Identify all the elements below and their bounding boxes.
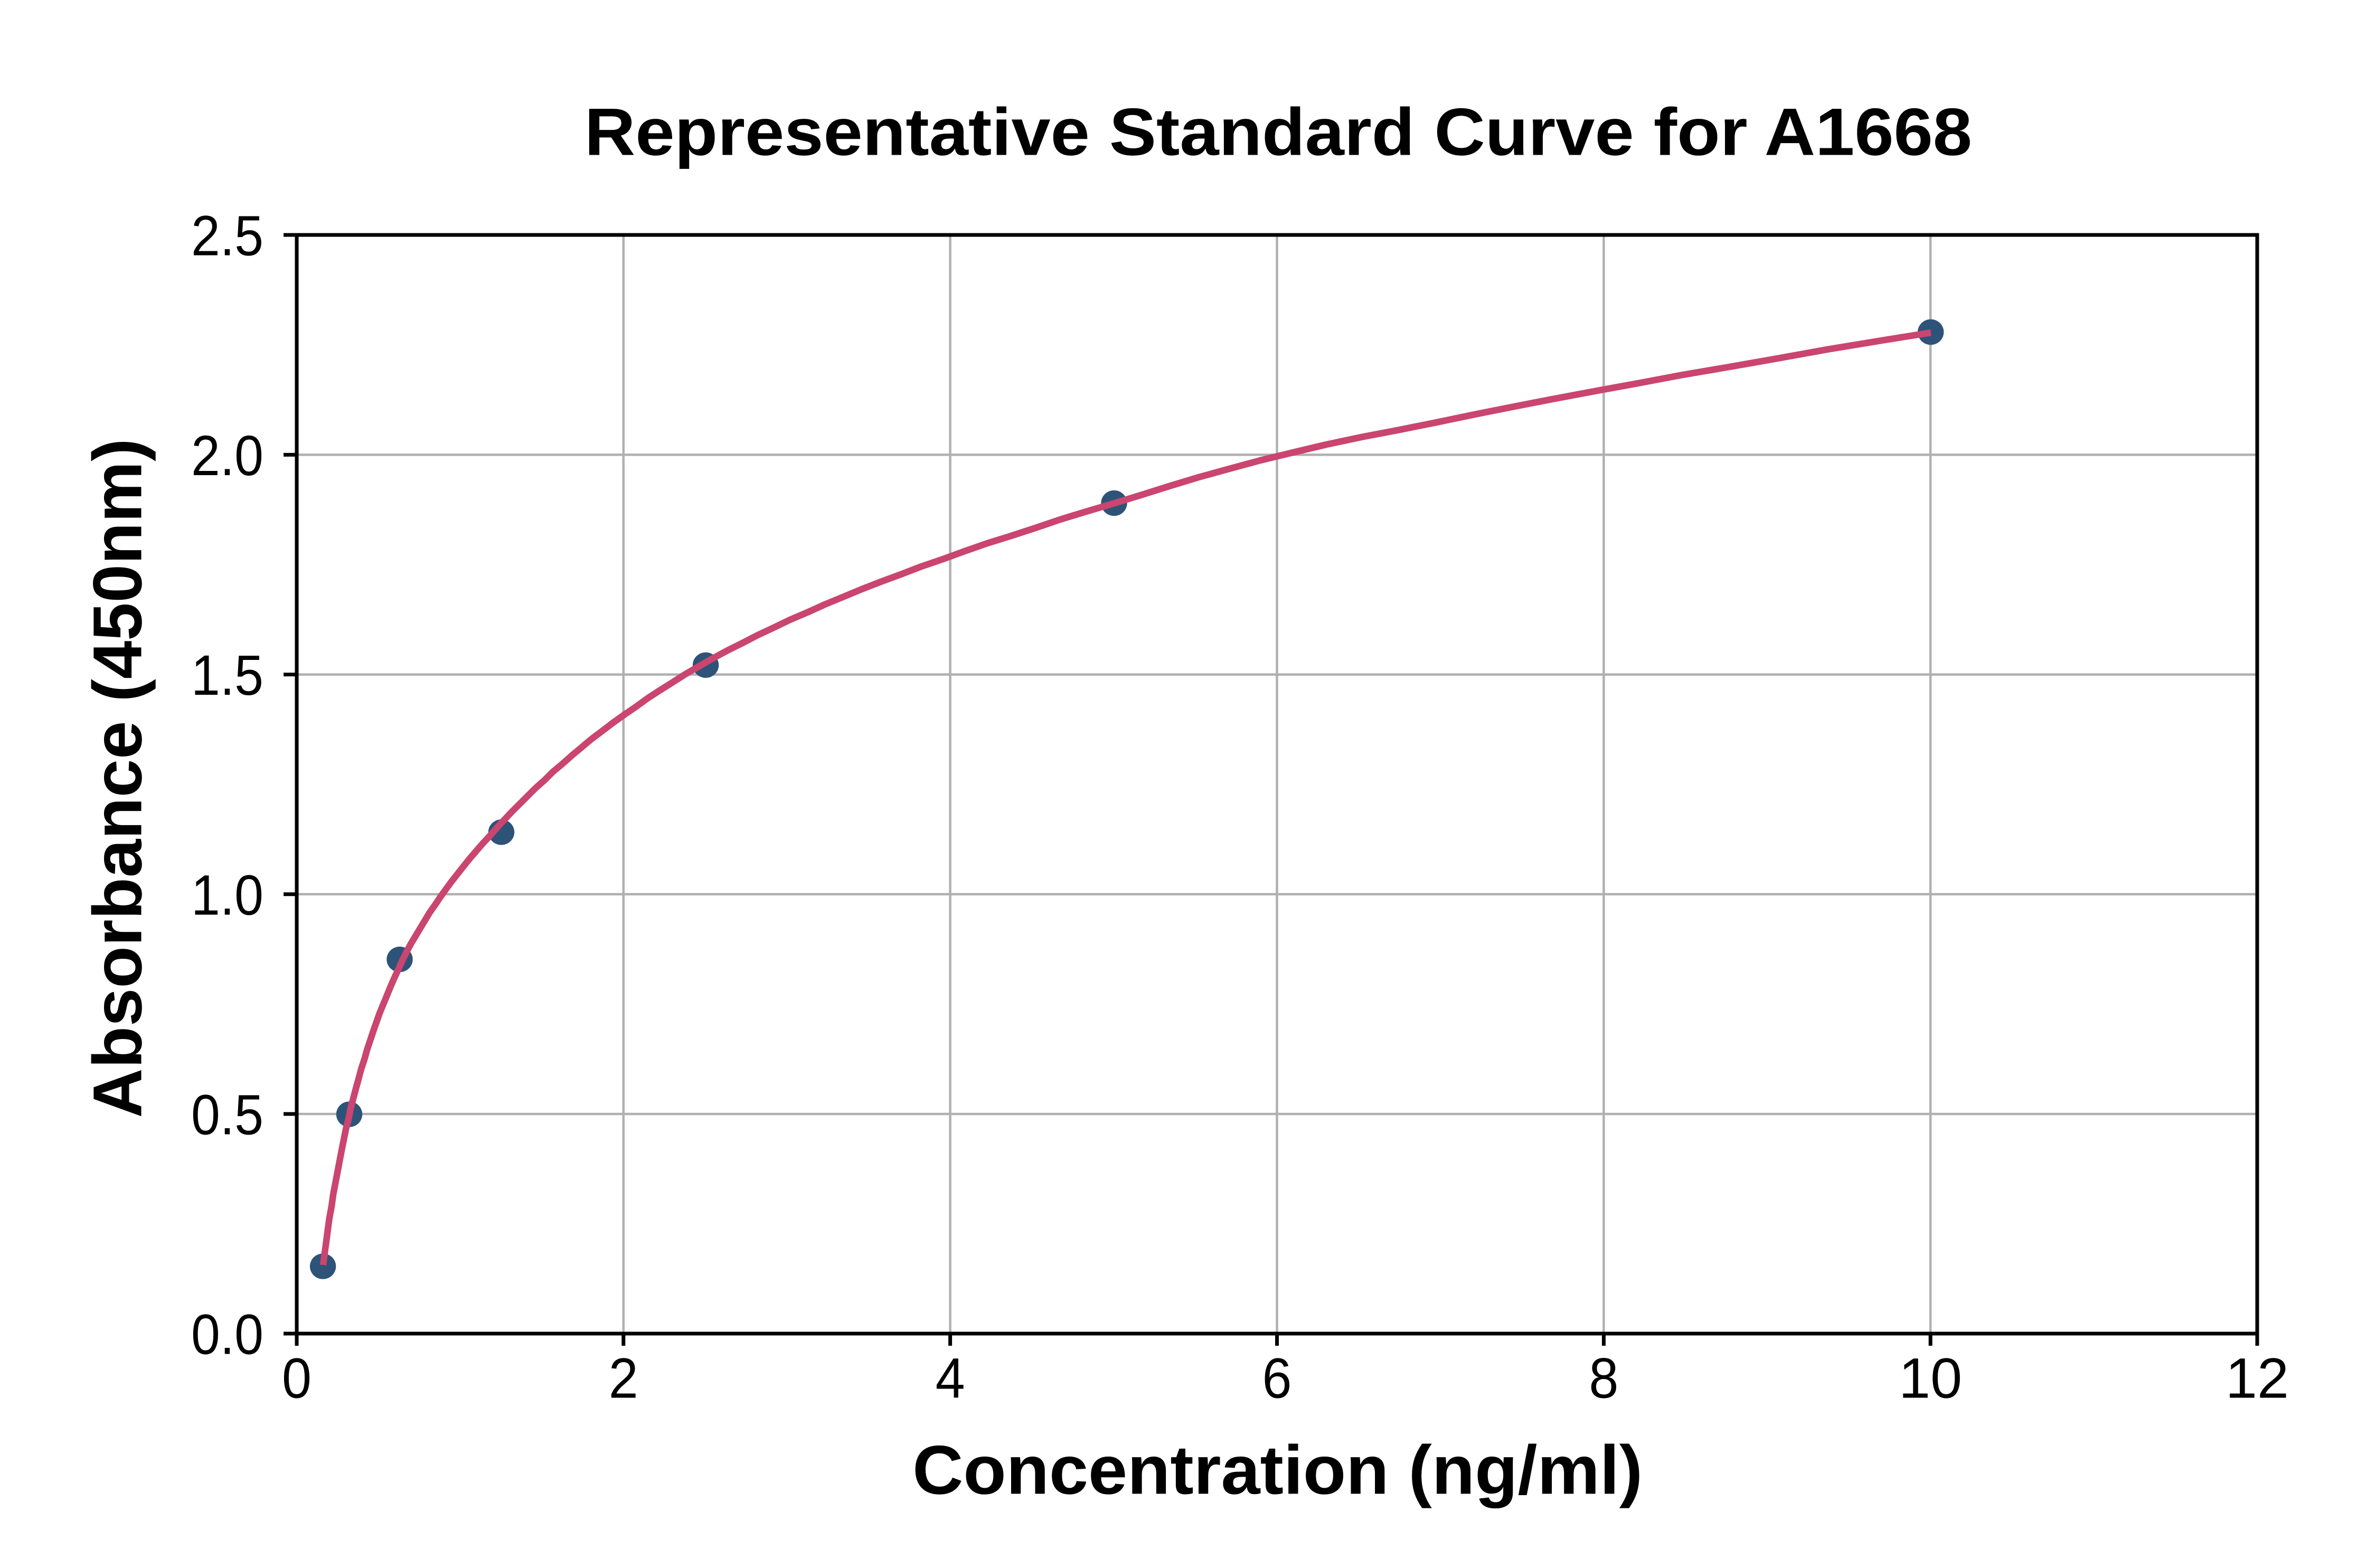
svg-text:Representative Standard Curve: Representative Standard Curve for A1668 (584, 95, 1972, 169)
svg-text:2.5: 2.5 (191, 204, 263, 268)
svg-text:1.0: 1.0 (191, 863, 263, 927)
svg-text:Absorbance (450nm): Absorbance (450nm) (79, 439, 156, 1118)
svg-text:6: 6 (1262, 1347, 1292, 1410)
svg-text:4: 4 (936, 1347, 965, 1410)
svg-text:Concentration (ng/ml): Concentration (ng/ml) (912, 1431, 1643, 1508)
svg-text:10: 10 (1899, 1347, 1962, 1410)
svg-text:0.5: 0.5 (191, 1083, 263, 1147)
svg-text:12: 12 (2226, 1347, 2289, 1410)
svg-text:1.5: 1.5 (191, 644, 263, 707)
svg-text:8: 8 (1589, 1347, 1618, 1410)
svg-text:2.0: 2.0 (191, 424, 263, 487)
svg-text:0.0: 0.0 (191, 1303, 263, 1366)
svg-text:2: 2 (609, 1347, 638, 1410)
svg-text:0: 0 (282, 1347, 312, 1410)
